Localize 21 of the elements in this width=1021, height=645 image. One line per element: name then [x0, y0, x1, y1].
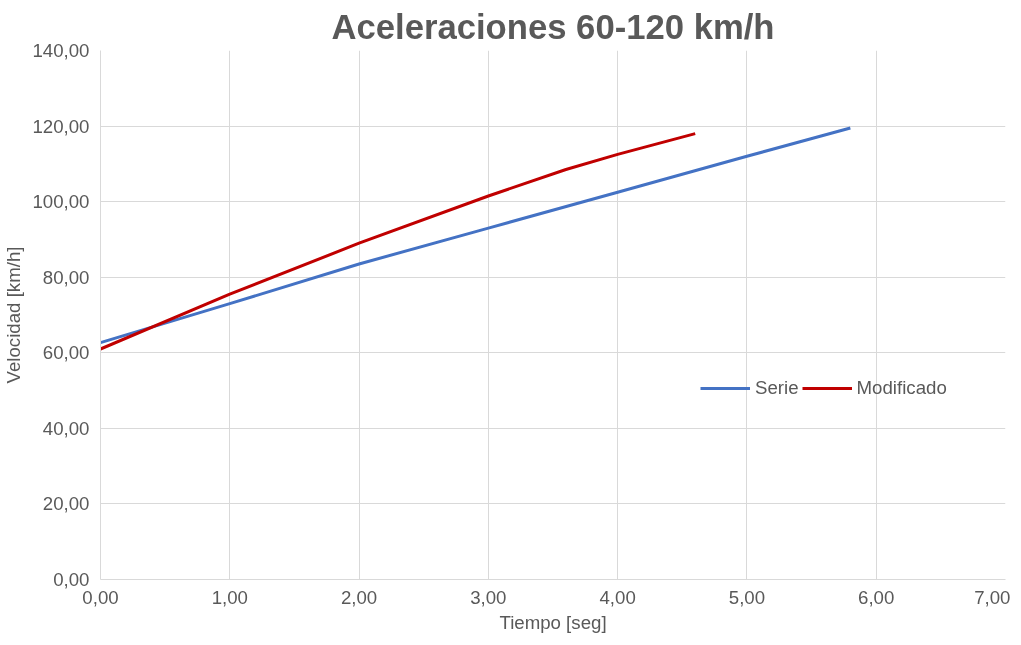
line-series — [100, 132, 697, 351]
x-axis-title: Tiempo [seg] — [499, 611, 607, 633]
x-tick-label: 6,00 — [858, 586, 895, 608]
y-tick-label: 60,00 — [42, 342, 90, 364]
legend-label: Modificado — [856, 377, 947, 399]
x-tick-label: 4,00 — [599, 586, 636, 608]
y-axis-title: Velocidad [km/h] — [3, 246, 25, 384]
y-tick-label: 20,00 — [42, 493, 90, 515]
x-tick-label: 5,00 — [728, 586, 766, 608]
x-tick-label: 1,00 — [211, 586, 248, 608]
line-series — [100, 126, 852, 345]
y-tick-label: 40,00 — [42, 417, 90, 439]
y-tick-label: 80,00 — [42, 266, 90, 288]
x-tick-label: 7,00 — [974, 586, 1011, 608]
y-tick-label: 100,00 — [32, 191, 90, 213]
y-tick-label: 120,00 — [32, 115, 90, 137]
x-tick-label: 3,00 — [470, 586, 507, 608]
x-tick-label: 2,00 — [340, 586, 378, 608]
chart-title: Aceleraciones 60-120 km/h — [331, 7, 775, 46]
legend-label: Serie — [755, 377, 799, 399]
y-tick-label: 140,00 — [32, 40, 90, 61]
